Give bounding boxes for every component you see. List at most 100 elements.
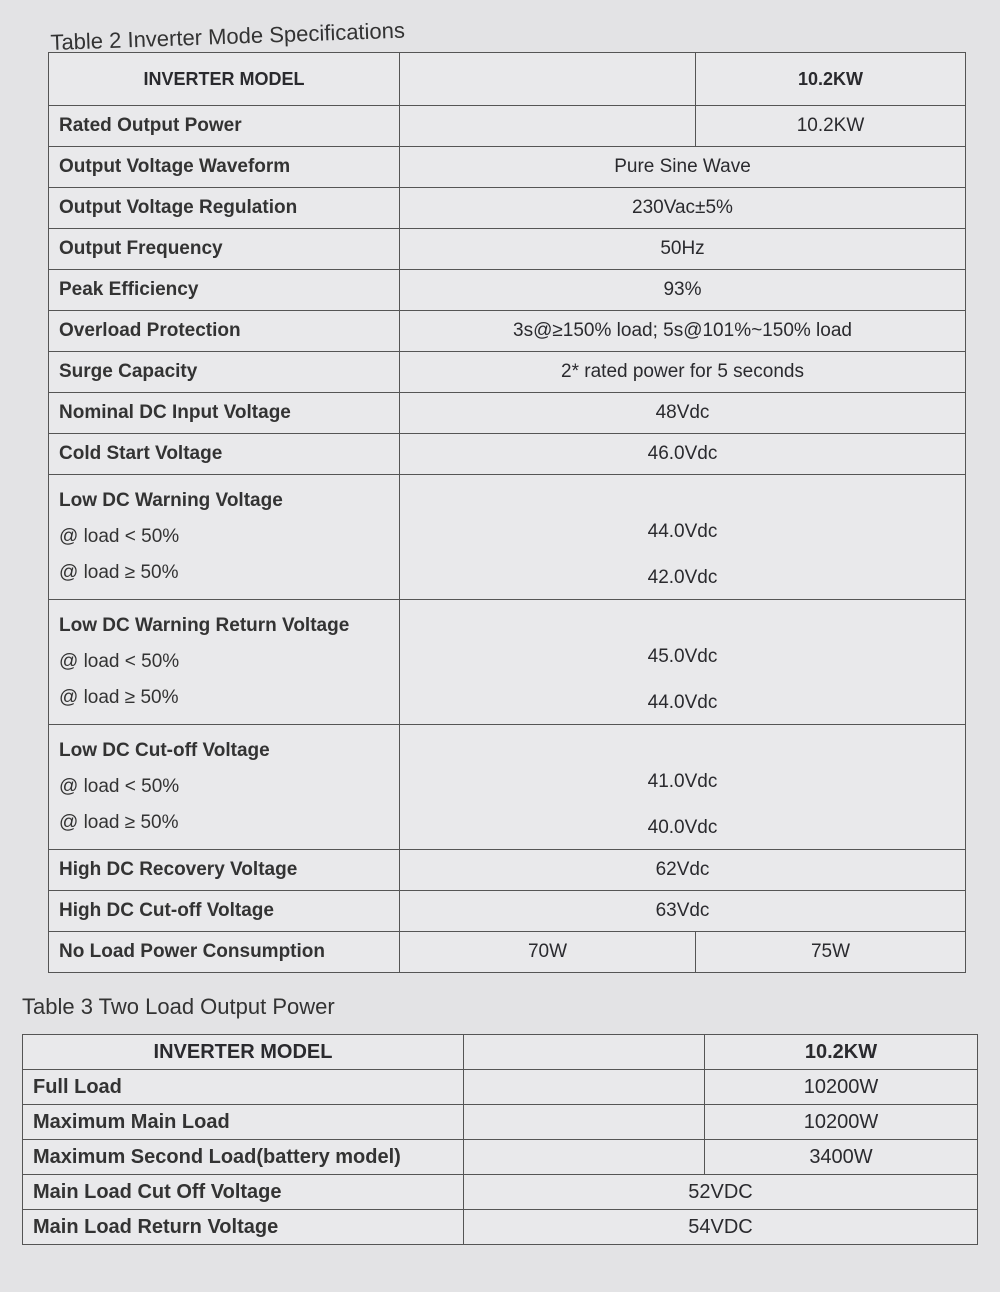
row-value-cell: 44.0Vdc 42.0Vdc	[399, 474, 966, 600]
table-row: Overload Protection 3s@≥150% load; 5s@101…	[48, 310, 966, 352]
table-row: Main Load Return Voltage 54VDC	[22, 1209, 978, 1245]
table-row: No Load Power Consumption 70W 75W	[48, 931, 966, 973]
table-row: Maximum Main Load 10200W	[22, 1104, 978, 1140]
table-row: High DC Cut-off Voltage 63Vdc	[48, 890, 966, 932]
row-label: No Load Power Consumption	[59, 941, 325, 962]
row-value-cell: 45.0Vdc 44.0Vdc	[399, 599, 966, 725]
row-value	[463, 1139, 705, 1175]
row-label-cell: Surge Capacity	[48, 351, 400, 393]
row-label: Maximum Second Load(battery model)	[33, 1145, 401, 1168]
row-label: Output Frequency	[59, 238, 223, 259]
row-label-cell: Main Load Cut Off Voltage	[22, 1174, 464, 1210]
row-label: Output Voltage Regulation	[59, 197, 298, 218]
table-row: High DC Recovery Voltage 62Vdc	[48, 849, 966, 891]
row-value: 62Vdc	[399, 849, 966, 891]
table-row: Nominal DC Input Voltage 48Vdc	[48, 392, 966, 434]
row-label-cell: High DC Cut-off Voltage	[48, 890, 400, 932]
row-label-cell: Maximum Main Load	[22, 1104, 464, 1140]
row-label-cell: No Load Power Consumption	[48, 931, 400, 973]
row-value: 93%	[399, 269, 966, 311]
header-row: INVERTER MODEL 10.2KW	[22, 1034, 978, 1070]
table-row: Output Voltage Waveform Pure Sine Wave	[48, 146, 966, 188]
row-label-cell: Output Voltage Waveform	[48, 146, 400, 188]
table-row: Rated Output Power 10.2KW	[48, 105, 966, 147]
row-label-cell: Full Load	[22, 1069, 464, 1105]
inverter-mode-specifications-table: INVERTER MODEL 10.2KW Rated Output Power 10…	[48, 52, 966, 973]
header-empty-cell	[463, 1034, 705, 1070]
header-label: INVERTER MODEL	[22, 1034, 464, 1070]
header-model: 10.2KW	[695, 52, 966, 106]
spacer	[410, 475, 955, 497]
sub-label: @ load ≥ 50%	[59, 562, 179, 583]
sub-value: 45.0Vdc	[647, 646, 718, 667]
row-value: 50Hz	[399, 228, 966, 270]
row-value-cell: 41.0Vdc 40.0Vdc	[399, 724, 966, 850]
row-label-cell: Low DC Warning Voltage @ load < 50% @ load…	[48, 474, 400, 600]
row-label-cell: Nominal DC Input Voltage	[48, 392, 400, 434]
sub-value: 42.0Vdc	[647, 567, 718, 588]
row-value: 54VDC	[463, 1209, 978, 1245]
sub-label: @ load < 50%	[59, 776, 180, 797]
row-value: 46.0Vdc	[399, 433, 966, 475]
sub-label: @ load ≥ 50%	[59, 812, 179, 833]
row-value: 10200W	[704, 1069, 978, 1105]
sub-value: 44.0Vdc	[647, 692, 718, 713]
row-label-cell: Maximum Second Load(battery model)	[22, 1139, 464, 1175]
table-row: Surge Capacity 2* rated power for 5 secon…	[48, 351, 966, 393]
row-label-cell: Low DC Warning Return Voltage @ load < 50…	[48, 599, 400, 725]
header-label: INVERTER MODEL	[48, 52, 400, 106]
header-row: INVERTER MODEL 10.2KW	[48, 52, 966, 106]
row-value: 52VDC	[463, 1174, 978, 1210]
row-value: 48Vdc	[399, 392, 966, 434]
table-2-caption: Table 2 Inverter Mode Specifications	[50, 17, 406, 55]
table-row: Low DC Warning Return Voltage @ load < 50…	[48, 599, 966, 725]
row-label-cell: Rated Output Power	[48, 105, 400, 147]
row-label: Full Load	[33, 1075, 122, 1098]
header-empty-cell	[399, 52, 696, 106]
sub-label: @ load ≥ 50%	[59, 687, 179, 708]
sub-value: 40.0Vdc	[647, 817, 718, 838]
row-value	[463, 1104, 705, 1140]
table-3-caption: Table 3 Two Load Output Power	[22, 994, 335, 1019]
table-row: Output Frequency 50Hz	[48, 228, 966, 270]
row-value: 75W	[695, 931, 966, 973]
row-value: 2* rated power for 5 seconds	[399, 351, 966, 393]
row-value: 3s@≥150% load; 5s@101%~150% load	[399, 310, 966, 352]
row-label: Low DC Warning Voltage	[59, 490, 283, 511]
row-label-cell: Overload Protection	[48, 310, 400, 352]
row-label: Peak Efficiency	[59, 279, 199, 300]
row-label: High DC Recovery Voltage	[59, 859, 298, 880]
table-row: Maximum Second Load(battery model) 3400W	[22, 1139, 978, 1175]
header-model: 10.2KW	[704, 1034, 978, 1070]
row-label-cell: Peak Efficiency	[48, 269, 400, 311]
table-row: Full Load 10200W	[22, 1069, 978, 1105]
row-value: 230Vac±5%	[399, 187, 966, 229]
row-label: Maximum Main Load	[33, 1110, 230, 1133]
spacer	[410, 600, 955, 622]
row-label-cell: Output Frequency	[48, 228, 400, 270]
row-value	[399, 105, 696, 147]
row-label-cell: Output Voltage Regulation	[48, 187, 400, 229]
row-value	[463, 1069, 705, 1105]
table-row: Low DC Cut-off Voltage @ load < 50% @ load…	[48, 724, 966, 850]
row-label: Rated Output Power	[59, 115, 242, 136]
row-label: Main Load Return Voltage	[33, 1215, 279, 1238]
sub-value: 41.0Vdc	[647, 771, 718, 792]
row-label: Low DC Cut-off Voltage	[59, 740, 270, 761]
sub-value: 44.0Vdc	[647, 521, 718, 542]
row-label: Cold Start Voltage	[59, 443, 223, 464]
row-value: 10200W	[704, 1104, 978, 1140]
row-label: Nominal DC Input Voltage	[59, 402, 291, 423]
table-row: Cold Start Voltage 46.0Vdc	[48, 433, 966, 475]
row-label-cell: Main Load Return Voltage	[22, 1209, 464, 1245]
row-value: 10.2KW	[695, 105, 966, 147]
table-row: Low DC Warning Voltage @ load < 50% @ load…	[48, 474, 966, 600]
table-row: Main Load Cut Off Voltage 52VDC	[22, 1174, 978, 1210]
row-label: High DC Cut-off Voltage	[59, 900, 274, 921]
row-label-cell: High DC Recovery Voltage	[48, 849, 400, 891]
sub-label: @ load < 50%	[59, 651, 180, 672]
row-label: Surge Capacity	[59, 361, 198, 382]
spacer	[410, 725, 955, 747]
row-label: Main Load Cut Off Voltage	[33, 1180, 282, 1203]
row-value: 3400W	[704, 1139, 978, 1175]
